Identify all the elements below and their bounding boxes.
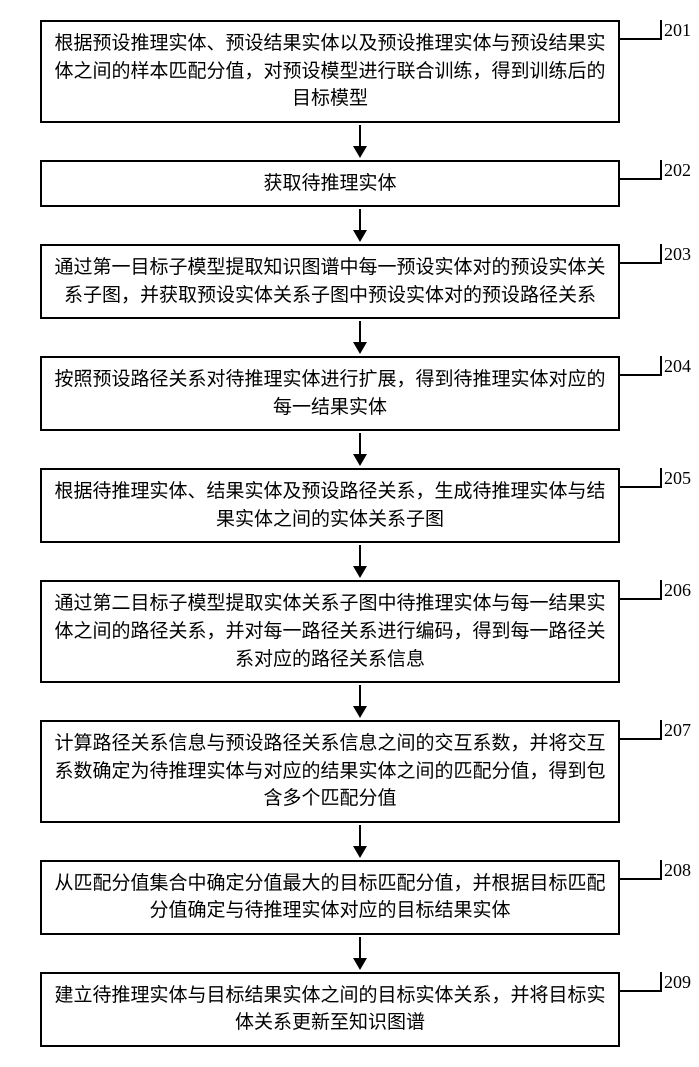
arrow-line [359,433,361,455]
flow-arrow [70,825,650,858]
leader-line [620,356,662,376]
arrow-head-icon [353,230,367,242]
arrow-line [359,125,361,147]
flow-step-row: 按照预设路径关系对待推理实体进行扩展，得到待推理实体对应的每一结果实体204 [20,356,679,431]
arrow-head-icon [353,958,367,970]
flow-step-row: 通过第一目标子模型提取知识图谱中每一预设实体对的预设实体关系子图，并获取预设实体… [20,244,679,319]
leader-line [620,20,662,40]
leader-line [620,860,662,880]
flow-step-row: 根据待推理实体、结果实体及预设路径关系，生成待推理实体与结果实体之间的实体关系子… [20,468,679,543]
flow-step-row: 建立待推理实体与目标结果实体之间的目标实体关系，并将目标实体关系更新至知识图谱2… [20,972,679,1047]
arrow-line [359,937,361,959]
flow-arrow [70,937,650,970]
arrow-line [359,209,361,231]
flow-arrow [70,685,650,718]
flow-step-row: 获取待推理实体202 [20,160,679,208]
step-number: 208 [664,860,691,881]
arrow-head-icon [353,454,367,466]
flow-step-box: 获取待推理实体 [40,160,620,208]
step-number: 206 [664,580,691,601]
step-number: 201 [664,20,691,41]
leader-line [620,720,662,740]
arrow-head-icon [353,146,367,158]
flow-step-row: 通过第二目标子模型提取实体关系子图中待推理实体与每一结果实体之间的路径关系，并对… [20,580,679,683]
step-number: 207 [664,720,691,741]
arrow-head-icon [353,566,367,578]
flow-step-box: 通过第一目标子模型提取知识图谱中每一预设实体对的预设实体关系子图，并获取预设实体… [40,244,620,319]
flow-step-box: 从匹配分值集合中确定分值最大的目标匹配分值，并根据目标匹配分值确定与待推理实体对… [40,860,620,935]
arrow-head-icon [353,846,367,858]
step-number: 203 [664,244,691,265]
leader-line [620,160,662,180]
arrow-line [359,545,361,567]
arrow-line [359,685,361,707]
flow-step-box: 计算路径关系信息与预设路径关系信息之间的交互系数，并将交互系数确定为待推理实体与… [40,720,620,823]
flow-arrow [70,433,650,466]
step-number: 209 [664,972,691,993]
flow-step-box: 通过第二目标子模型提取实体关系子图中待推理实体与每一结果实体之间的路径关系，并对… [40,580,620,683]
leader-line [620,244,662,264]
flow-step-row: 根据预设推理实体、预设结果实体以及预设推理实体与预设结果实体之间的样本匹配分值，… [20,20,679,123]
step-number: 202 [664,160,691,181]
leader-line [620,972,662,992]
flow-arrow [70,545,650,578]
flow-arrow [70,321,650,354]
flow-step-box: 建立待推理实体与目标结果实体之间的目标实体关系，并将目标实体关系更新至知识图谱 [40,972,620,1047]
leader-line [620,580,662,600]
flow-arrow [70,125,650,158]
flow-arrow [70,209,650,242]
flow-step-box: 按照预设路径关系对待推理实体进行扩展，得到待推理实体对应的每一结果实体 [40,356,620,431]
step-number: 205 [664,468,691,489]
flow-step-row: 计算路径关系信息与预设路径关系信息之间的交互系数，并将交互系数确定为待推理实体与… [20,720,679,823]
arrow-head-icon [353,342,367,354]
flowchart-container: 根据预设推理实体、预设结果实体以及预设推理实体与预设结果实体之间的样本匹配分值，… [20,20,679,1047]
flow-step-box: 根据待推理实体、结果实体及预设路径关系，生成待推理实体与结果实体之间的实体关系子… [40,468,620,543]
arrow-line [359,321,361,343]
step-number: 204 [664,356,691,377]
arrow-head-icon [353,706,367,718]
leader-line [620,468,662,488]
flow-step-box: 根据预设推理实体、预设结果实体以及预设推理实体与预设结果实体之间的样本匹配分值，… [40,20,620,123]
arrow-line [359,825,361,847]
flow-step-row: 从匹配分值集合中确定分值最大的目标匹配分值，并根据目标匹配分值确定与待推理实体对… [20,860,679,935]
